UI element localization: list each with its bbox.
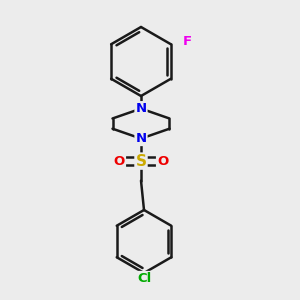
Text: N: N [135,132,147,145]
Text: S: S [136,154,146,169]
Text: O: O [114,154,125,168]
Text: N: N [135,102,147,115]
Text: Cl: Cl [137,272,151,285]
Text: F: F [183,35,192,48]
Text: O: O [157,154,168,168]
